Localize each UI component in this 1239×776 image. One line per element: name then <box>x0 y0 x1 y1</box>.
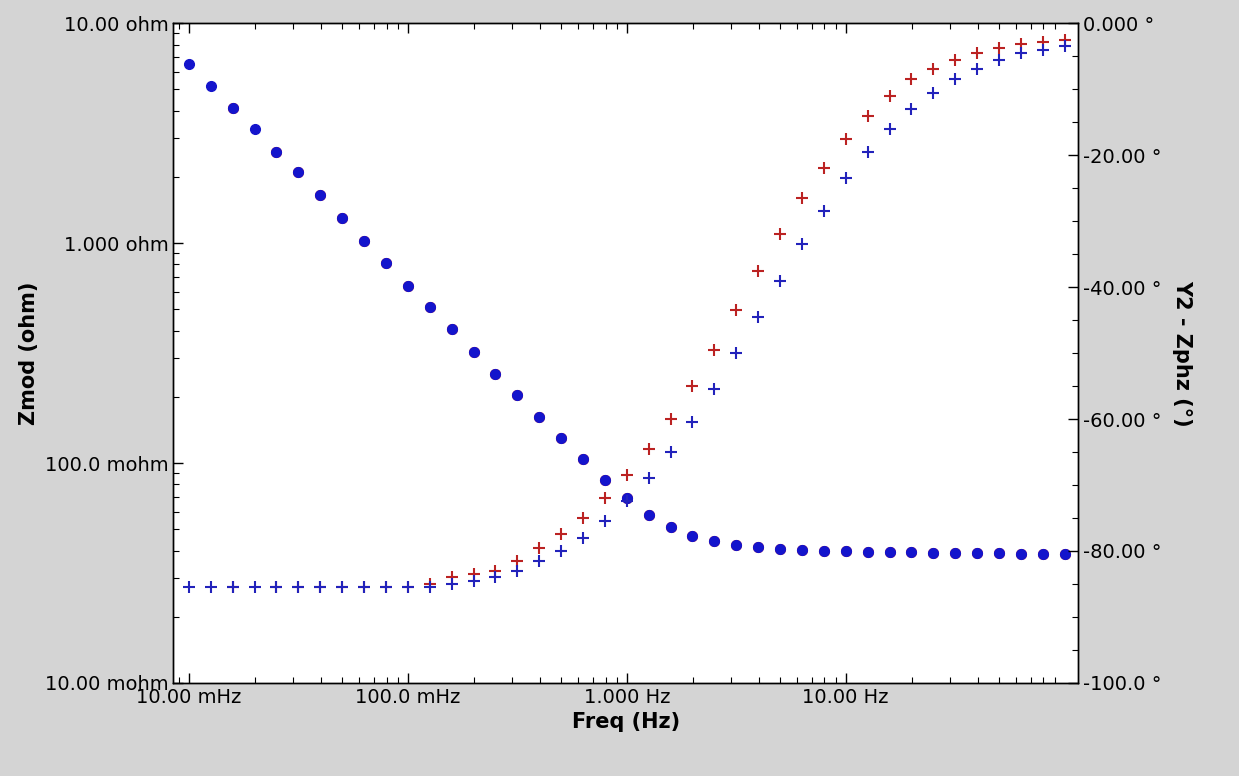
Y-axis label: Y2 - Zphz (°): Y2 - Zphz (°) <box>1172 280 1192 426</box>
Y-axis label: Zmod (ohm): Zmod (ohm) <box>20 282 40 424</box>
X-axis label: Freq (Hz): Freq (Hz) <box>571 712 680 733</box>
